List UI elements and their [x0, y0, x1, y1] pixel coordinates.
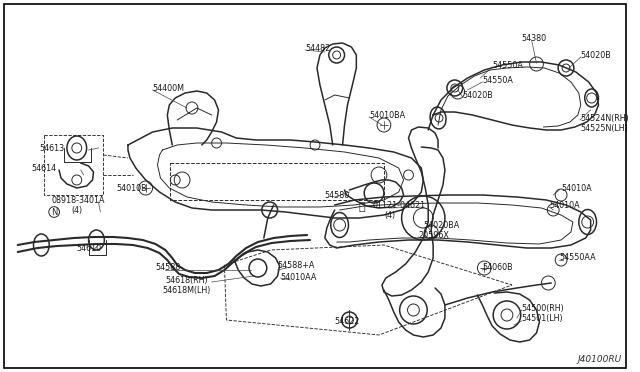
- Text: 54010A: 54010A: [561, 183, 592, 192]
- Text: (4): (4): [384, 211, 395, 219]
- Text: 54550A: 54550A: [492, 61, 523, 70]
- Text: 54500(RH): 54500(RH): [522, 304, 564, 312]
- Text: 54525N(LH): 54525N(LH): [580, 124, 628, 132]
- Text: 54010BA: 54010BA: [369, 110, 405, 119]
- Text: Ⓢ: Ⓢ: [359, 202, 365, 212]
- Text: 54020B: 54020B: [580, 51, 612, 60]
- Text: 54618(RH): 54618(RH): [165, 276, 208, 285]
- Text: 54610: 54610: [77, 244, 102, 253]
- Text: N: N: [51, 208, 58, 217]
- Text: 54618M(LH): 54618M(LH): [163, 286, 211, 295]
- Text: 54020B: 54020B: [463, 90, 493, 99]
- Text: 54482: 54482: [305, 44, 330, 52]
- Text: 54550AA: 54550AA: [559, 253, 596, 263]
- Text: 54613: 54613: [40, 144, 65, 153]
- Text: 08918-3401A: 08918-3401A: [51, 196, 105, 205]
- Text: 54524N(RH): 54524N(RH): [580, 113, 630, 122]
- Text: 01121-04621: 01121-04621: [372, 201, 425, 209]
- Text: 54010AA: 54010AA: [280, 273, 317, 282]
- Text: J40100RU: J40100RU: [578, 355, 622, 364]
- Text: 54060B: 54060B: [483, 263, 513, 273]
- Text: 54550A: 54550A: [483, 76, 513, 84]
- Text: 54010A: 54010A: [549, 201, 580, 209]
- Text: 54588: 54588: [156, 263, 180, 273]
- Text: 54622: 54622: [335, 317, 360, 327]
- Text: 54020BA: 54020BA: [423, 221, 460, 230]
- Text: 54380: 54380: [522, 33, 547, 42]
- Text: (4): (4): [71, 205, 82, 215]
- Text: 54400M: 54400M: [152, 83, 184, 93]
- Text: 54010B: 54010B: [116, 183, 147, 192]
- Text: 54614: 54614: [31, 164, 56, 173]
- Text: 54580: 54580: [325, 190, 350, 199]
- Text: 54588+A: 54588+A: [278, 260, 315, 269]
- Text: 54501(LH): 54501(LH): [522, 314, 563, 324]
- Text: 20596X: 20596X: [419, 231, 449, 240]
